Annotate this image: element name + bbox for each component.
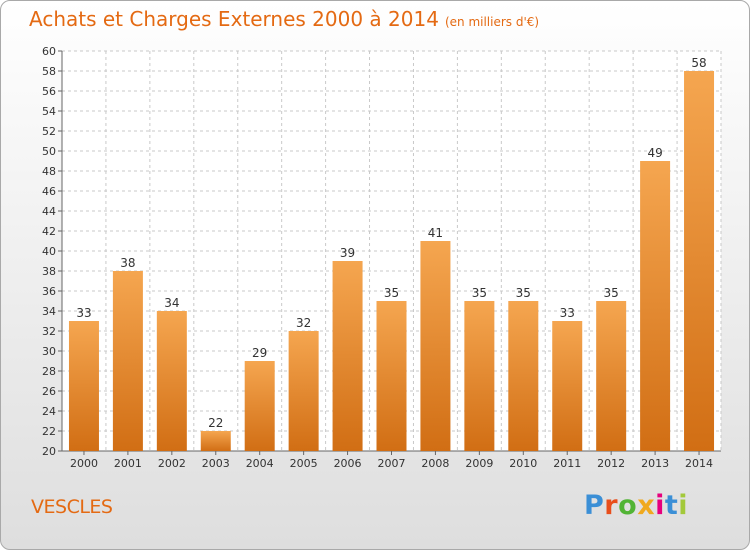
x-tick-label: 2004 bbox=[246, 457, 274, 470]
y-tick-label: 44 bbox=[42, 205, 56, 218]
proxiti-logo[interactable]: Proxiti bbox=[584, 490, 688, 521]
x-tick-label: 2014 bbox=[685, 457, 713, 470]
chart-title: Achats et Charges Externes 2000 à 2014 bbox=[29, 7, 439, 31]
logo-letter: o bbox=[618, 490, 638, 521]
logo-letter: r bbox=[604, 490, 619, 521]
bar bbox=[596, 301, 627, 451]
commune-name: VESCLES bbox=[31, 496, 113, 518]
y-tick-label: 24 bbox=[42, 405, 56, 418]
x-tick-label: 2012 bbox=[597, 457, 625, 470]
x-tick-label: 2003 bbox=[202, 457, 230, 470]
data-label: 34 bbox=[164, 296, 179, 310]
y-tick-label: 34 bbox=[42, 305, 56, 318]
data-label: 22 bbox=[208, 416, 223, 430]
x-tick-label: 2002 bbox=[158, 457, 186, 470]
data-label: 35 bbox=[472, 286, 487, 300]
data-label: 35 bbox=[384, 286, 399, 300]
x-tick-label: 2011 bbox=[553, 457, 581, 470]
y-tick-label: 46 bbox=[42, 185, 56, 198]
bars bbox=[68, 71, 715, 451]
x-tick-label: 2006 bbox=[334, 457, 362, 470]
y-tick-label: 60 bbox=[42, 45, 56, 58]
x-tick-label: 2009 bbox=[465, 457, 493, 470]
bar bbox=[244, 361, 275, 451]
bar bbox=[420, 241, 451, 451]
bar bbox=[68, 321, 99, 451]
y-tick-label: 48 bbox=[42, 165, 56, 178]
x-tick-label: 2000 bbox=[70, 457, 98, 470]
data-label: 35 bbox=[516, 286, 531, 300]
data-labels: 33 38 34 22 29 32 39 35 41 35 35 33 35 49 58 bbox=[76, 56, 706, 430]
bar bbox=[552, 321, 583, 451]
data-label: 35 bbox=[604, 286, 619, 300]
y-tick-label: 54 bbox=[42, 105, 56, 118]
chart-subtitle: (en milliers d'€) bbox=[444, 15, 540, 29]
x-tick-label: 2001 bbox=[114, 457, 142, 470]
y-tick-label: 32 bbox=[42, 325, 56, 338]
y-tick-label: 40 bbox=[42, 245, 56, 258]
x-tick-label: 2008 bbox=[421, 457, 449, 470]
bar bbox=[640, 161, 671, 451]
data-label: 49 bbox=[647, 146, 662, 160]
data-label: 58 bbox=[691, 56, 706, 70]
y-tick-label: 58 bbox=[42, 65, 56, 78]
data-label: 33 bbox=[560, 306, 575, 320]
bar bbox=[508, 301, 539, 451]
y-tick-label: 50 bbox=[42, 145, 56, 158]
logo-letter: P bbox=[584, 490, 605, 521]
data-label: 39 bbox=[340, 246, 355, 260]
bar bbox=[332, 261, 363, 451]
y-tick-label: 38 bbox=[42, 265, 56, 278]
x-tick-label: 2013 bbox=[641, 457, 669, 470]
bar bbox=[112, 271, 143, 451]
bar bbox=[376, 301, 407, 451]
y-tick-label: 26 bbox=[42, 385, 56, 398]
data-label: 33 bbox=[76, 306, 91, 320]
x-tick-label: 2010 bbox=[509, 457, 537, 470]
bar bbox=[200, 431, 231, 451]
y-tick-label: 22 bbox=[42, 425, 56, 438]
data-label: 29 bbox=[252, 346, 267, 360]
logo-letter: i bbox=[678, 490, 689, 521]
y-tick-label: 30 bbox=[42, 345, 56, 358]
logo-letter: i bbox=[655, 490, 665, 521]
y-tick-label: 52 bbox=[42, 125, 56, 138]
bar bbox=[684, 71, 715, 451]
logo-letter: t bbox=[664, 490, 679, 521]
bar bbox=[288, 331, 319, 451]
y-tick-label: 28 bbox=[42, 365, 56, 378]
x-tick-label: 2005 bbox=[290, 457, 318, 470]
chart-title-block: Achats et Charges Externes 2000 à 2014 (e… bbox=[29, 7, 539, 31]
y-tick-label: 20 bbox=[42, 445, 56, 458]
bar bbox=[464, 301, 495, 451]
y-tick-label: 42 bbox=[42, 225, 56, 238]
x-tick-label: 2007 bbox=[378, 457, 406, 470]
logo-letter: x bbox=[637, 490, 656, 521]
y-tick-label: 36 bbox=[42, 285, 56, 298]
bar bbox=[156, 311, 187, 451]
data-label: 38 bbox=[120, 256, 135, 270]
data-label: 32 bbox=[296, 316, 311, 330]
y-tick-label: 56 bbox=[42, 85, 56, 98]
data-label: 41 bbox=[428, 226, 443, 240]
